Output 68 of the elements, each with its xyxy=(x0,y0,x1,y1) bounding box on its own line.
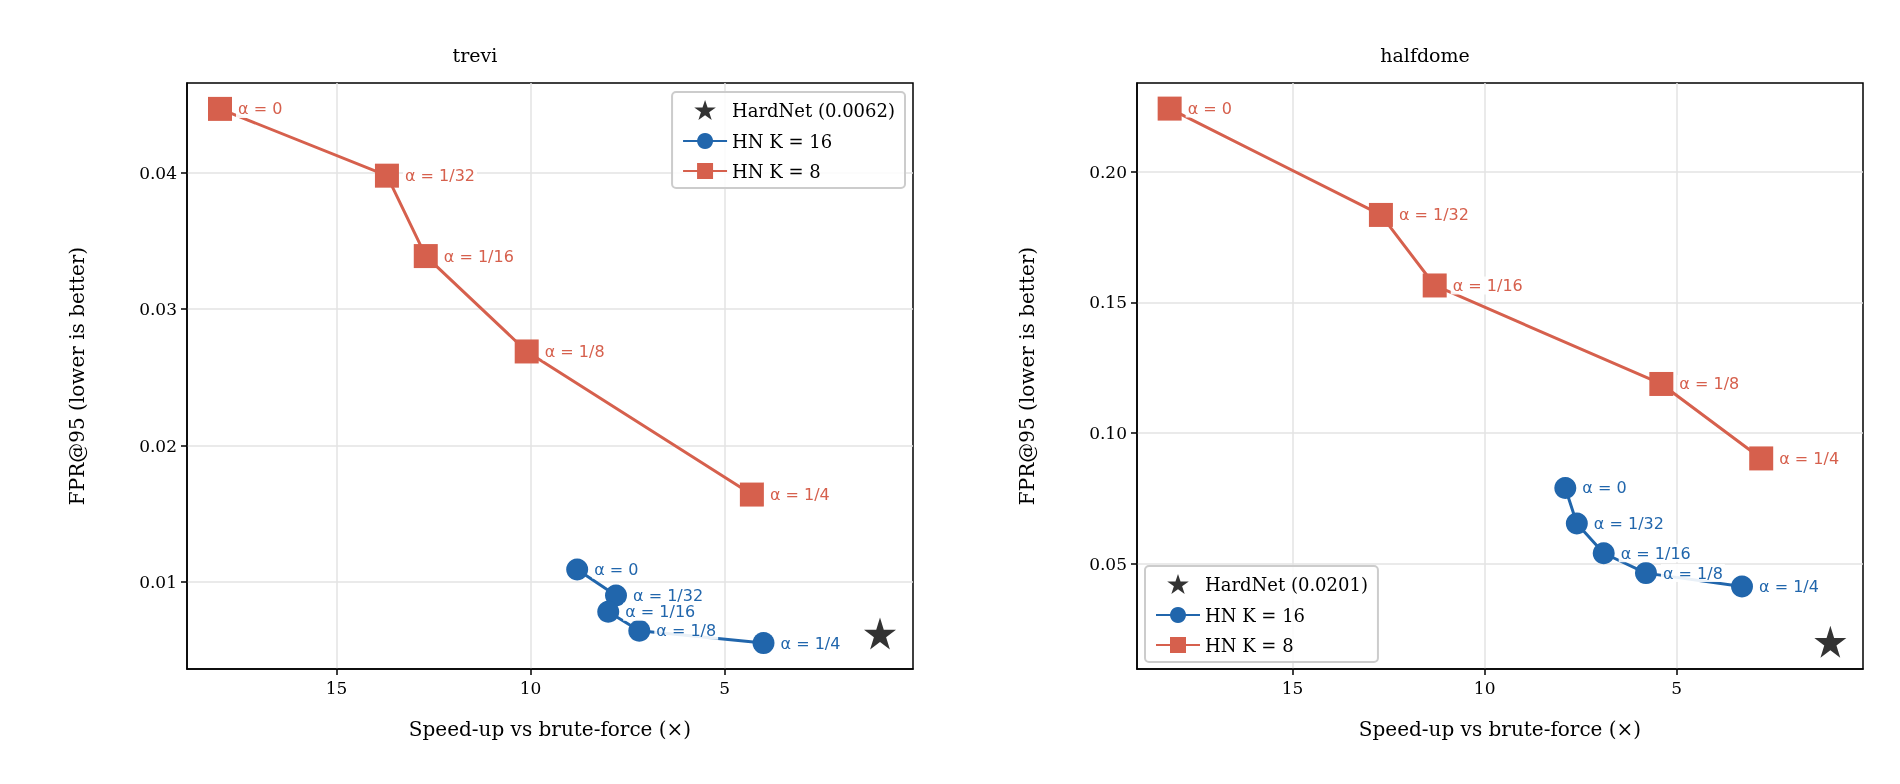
y-tick-label: 0.01 xyxy=(139,571,177,592)
y-tick-label: 0.05 xyxy=(1089,553,1127,574)
data-label: α = 1/4 xyxy=(769,485,830,505)
y-axis-title: FPR@95 (lower is better) xyxy=(1015,246,1039,506)
y-tick-label: 0.02 xyxy=(139,435,177,456)
data-label: α = 1/8 xyxy=(1662,563,1723,583)
data-label: α = 1/8 xyxy=(544,341,605,361)
data-label: α = 1/4 xyxy=(1779,448,1840,468)
x-tick-label: 5 xyxy=(1671,677,1683,698)
point xyxy=(1422,273,1447,298)
legend-label: HardNet (0.0062) xyxy=(732,99,896,121)
x-axis-title: Speed-up vs brute-force (×) xyxy=(1358,717,1642,741)
y-tick-label: 0.03 xyxy=(139,299,177,320)
data-label: α = 1/16 xyxy=(443,246,514,266)
x-tick-label: 10 xyxy=(519,677,542,698)
x-tick-label: 10 xyxy=(1473,677,1496,698)
point xyxy=(1649,371,1674,396)
data-label: α = 1/8 xyxy=(1679,374,1740,394)
data-label: α = 1/16 xyxy=(1452,275,1523,295)
data-label: α = 1/16 xyxy=(625,602,696,622)
y-tick-label: 0.15 xyxy=(1089,292,1127,313)
point xyxy=(864,617,896,650)
data-label: α = 1/32 xyxy=(1398,205,1469,225)
data-label: α = 1/4 xyxy=(1759,576,1819,596)
point xyxy=(1731,575,1753,598)
point xyxy=(739,482,764,507)
point xyxy=(1634,562,1657,585)
x-tick-label: 15 xyxy=(325,677,348,698)
point xyxy=(1368,202,1393,227)
point xyxy=(566,558,589,581)
point xyxy=(1554,476,1577,499)
x-tick-label: 5 xyxy=(719,677,731,698)
legend-label: HN K = 16 xyxy=(732,130,833,152)
x-tick-label: 15 xyxy=(1281,677,1304,698)
point xyxy=(413,244,438,269)
legend-label: HN K = 16 xyxy=(1205,604,1306,626)
y-tick-label: 0.20 xyxy=(1089,161,1127,182)
point xyxy=(752,632,775,655)
y-axis-title: FPR@95 (lower is better) xyxy=(65,246,89,506)
point xyxy=(628,619,651,642)
data-label: α = 0 xyxy=(594,560,639,580)
data-label: α = 1/32 xyxy=(1593,513,1664,533)
data-label: α = 0 xyxy=(1187,99,1232,119)
data-label: α = 1/32 xyxy=(633,585,704,605)
chart-title: halfdome xyxy=(1380,43,1470,66)
data-label: α = 1/8 xyxy=(656,621,717,641)
point xyxy=(374,163,399,188)
x-axis-title: Speed-up vs brute-force (×) xyxy=(408,717,692,741)
y-tick-label: 0.04 xyxy=(139,162,177,183)
point xyxy=(1157,96,1182,121)
point xyxy=(208,96,232,121)
point xyxy=(1814,625,1847,658)
point xyxy=(1592,542,1615,565)
chart-title: trevi xyxy=(452,43,498,66)
legend-label: HN K = 8 xyxy=(1205,634,1294,656)
legend-label: HN K = 8 xyxy=(732,160,821,182)
data-label: α = 1/32 xyxy=(404,166,475,186)
data-label: α = 0 xyxy=(1582,478,1627,498)
legend-label: HardNet (0.0201) xyxy=(1205,573,1368,595)
point xyxy=(1749,446,1774,471)
data-label: α = 1/4 xyxy=(780,633,841,653)
data-label: α = 1/16 xyxy=(1620,543,1691,563)
point xyxy=(597,600,620,623)
y-tick-label: 0.10 xyxy=(1089,423,1127,444)
point xyxy=(605,584,627,607)
data-label: α = 0 xyxy=(238,99,283,119)
point xyxy=(1565,512,1588,535)
point xyxy=(514,339,539,364)
